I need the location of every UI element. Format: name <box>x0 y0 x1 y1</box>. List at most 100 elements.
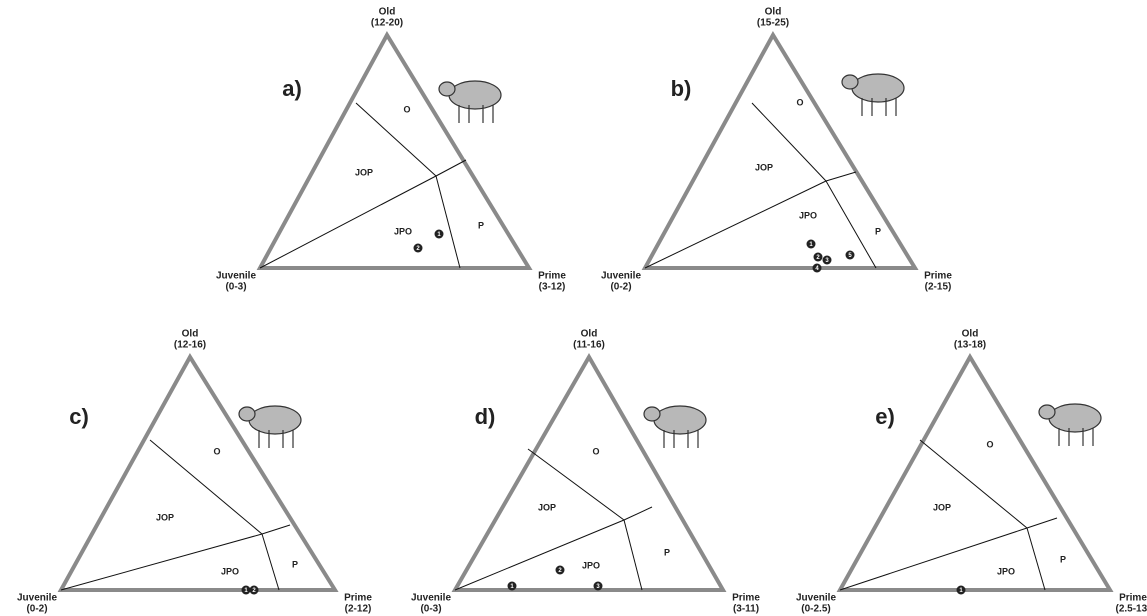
sample-point <box>413 243 423 253</box>
region-label: O <box>592 446 599 456</box>
vertex-range: (0-2) <box>26 604 47 615</box>
point-label: 1 <box>244 588 248 594</box>
vertex-label: Old <box>379 7 396 18</box>
sample-point <box>507 581 517 591</box>
vertex-label: Prime <box>732 593 760 604</box>
animal-icon <box>238 405 302 448</box>
boundary-line <box>527 448 625 521</box>
point-label: 1 <box>510 584 514 590</box>
boundary-line <box>825 180 877 269</box>
icon-body <box>851 73 905 103</box>
animal-icon <box>438 80 502 123</box>
ternary-panel: c) Old(12-16) Juvenile(0-2) Prime(2-12) O JOP… <box>17 329 372 615</box>
point-label: 1 <box>959 588 963 594</box>
panel-label: e) <box>875 404 895 429</box>
triangle <box>256 30 533 270</box>
vertex-range: (0-3) <box>420 604 441 615</box>
triangle <box>57 353 339 592</box>
vertex-range: (13-18) <box>954 340 986 351</box>
region-label: O <box>796 97 803 107</box>
vertex-label: Prime <box>924 271 952 282</box>
icon-body <box>653 405 707 435</box>
region-label: P <box>292 559 298 569</box>
vertex-range: (3-12) <box>539 282 566 293</box>
region-label: O <box>403 104 410 114</box>
region-label: P <box>664 547 670 557</box>
icon-head <box>1038 404 1056 420</box>
animal-icon <box>1038 403 1102 446</box>
vertex-label: Old <box>765 7 782 18</box>
point-label: 2 <box>252 588 256 594</box>
panel-label: b) <box>671 76 692 101</box>
boundary-line <box>261 524 291 535</box>
region-label: P <box>1060 554 1066 564</box>
point-label: 3 <box>825 258 829 264</box>
boundary-line <box>919 439 1028 529</box>
boundary-line <box>623 519 643 591</box>
boundary-line <box>149 439 263 535</box>
sample-point <box>956 585 966 595</box>
vertex-label: Old <box>962 329 979 340</box>
region-label: JOP <box>933 502 951 512</box>
boundary-line <box>435 159 467 177</box>
boundary-line <box>435 175 461 269</box>
vertex-label: Juvenile <box>411 593 451 604</box>
sample-point <box>822 255 832 265</box>
vertex-label: Juvenile <box>601 271 641 282</box>
sample-point <box>249 585 259 595</box>
ternary-panel: b) Old(15-25) Juvenile(0-2) Prime(2-15) O JOP… <box>601 7 952 293</box>
icon-head <box>438 81 456 97</box>
vertex-range: (15-25) <box>757 18 789 29</box>
vertex-label: Juvenile <box>216 271 256 282</box>
boundary-line <box>60 533 263 591</box>
region-label: JPO <box>394 226 412 236</box>
vertex-range: (2-12) <box>345 604 372 615</box>
region-label: O <box>213 446 220 456</box>
region-label: JPO <box>799 210 817 220</box>
icon-body <box>248 405 302 435</box>
region-label: P <box>478 220 484 230</box>
boundary-line <box>261 533 280 591</box>
region-label: JOP <box>355 167 373 177</box>
point-label: 3 <box>596 584 600 590</box>
boundary-line <box>825 171 857 182</box>
region-label: JPO <box>997 566 1015 576</box>
region-label: JOP <box>538 502 556 512</box>
boundary-line <box>623 506 653 521</box>
vertex-label: Prime <box>344 593 372 604</box>
vertex-label: Old <box>581 329 598 340</box>
region-label: JPO <box>582 560 600 570</box>
vertex-label: Juvenile <box>17 593 57 604</box>
region-label: P <box>875 226 881 236</box>
sample-point <box>806 239 816 249</box>
sample-point <box>845 250 855 260</box>
boundary-line <box>259 175 437 269</box>
panel-label: d) <box>475 404 496 429</box>
animal-icon <box>643 405 707 448</box>
boundary-line <box>644 180 827 269</box>
panel-label: a) <box>282 76 302 101</box>
boundary-line <box>839 527 1028 591</box>
ternary-panel: e) Old(13-18) Juvenile(0-2.5) Prime(2.5-13)… <box>796 329 1147 615</box>
triangle <box>836 353 1114 592</box>
icon-body <box>1048 403 1102 433</box>
point-label: 5 <box>848 253 852 259</box>
panel-label: c) <box>69 404 89 429</box>
boundary-line <box>1026 527 1046 591</box>
ternary-panel: d) Old(11-16) Juvenile(0-3) Prime(3-11) O JOP… <box>411 329 760 615</box>
sample-point <box>555 565 565 575</box>
point-label: 4 <box>815 266 819 272</box>
animal-icon <box>841 73 905 116</box>
region-label: O <box>986 439 993 449</box>
triangle <box>451 352 727 592</box>
vertex-label: Old <box>182 329 199 340</box>
icon-head <box>238 406 256 422</box>
vertex-range: (0-3) <box>225 282 246 293</box>
vertex-range: (2-15) <box>925 282 952 293</box>
vertex-range: (12-20) <box>371 18 403 29</box>
sample-point <box>434 229 444 239</box>
vertex-range: (0-2.5) <box>801 604 830 615</box>
icon-head <box>643 406 661 422</box>
point-label: 1 <box>809 242 813 248</box>
triangle <box>641 31 919 270</box>
